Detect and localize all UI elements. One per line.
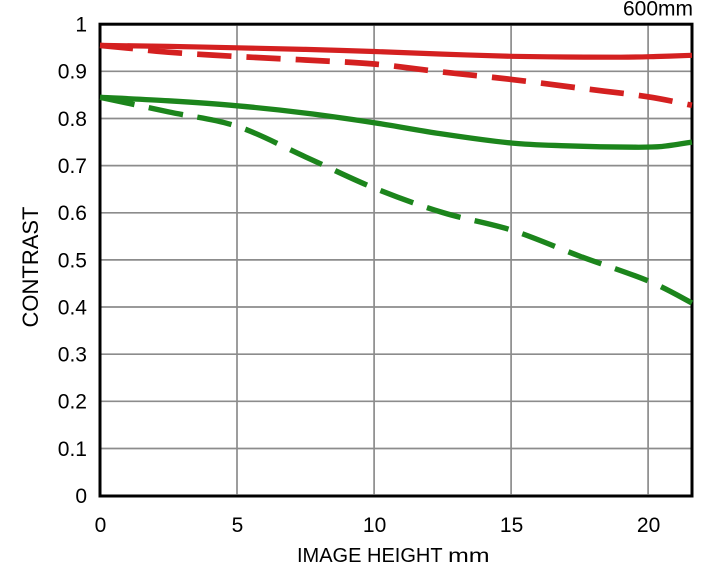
- svg-text:0.5: 0.5: [58, 249, 87, 272]
- svg-text:0: 0: [95, 514, 107, 537]
- svg-text:0.4: 0.4: [58, 296, 88, 319]
- svg-text:20: 20: [637, 514, 660, 537]
- svg-text:0.9: 0.9: [58, 61, 87, 84]
- svg-text:0.7: 0.7: [58, 155, 87, 178]
- svg-text:1: 1: [75, 14, 87, 37]
- svg-text:mm: mm: [448, 545, 490, 566]
- svg-text:IMAGE HEIGHT: IMAGE HEIGHT: [297, 545, 443, 567]
- svg-text:10: 10: [363, 514, 386, 537]
- svg-text:0.3: 0.3: [58, 344, 87, 367]
- svg-text:0.1: 0.1: [58, 438, 87, 461]
- svg-text:CONTRAST: CONTRAST: [18, 207, 43, 328]
- svg-text:0: 0: [75, 485, 87, 508]
- svg-text:0.6: 0.6: [58, 202, 87, 225]
- svg-text:0.8: 0.8: [58, 108, 87, 131]
- svg-text:600mm: 600mm: [623, 0, 693, 21]
- svg-text:15: 15: [500, 514, 523, 537]
- svg-text:0.2: 0.2: [58, 391, 87, 414]
- svg-text:5: 5: [232, 514, 244, 537]
